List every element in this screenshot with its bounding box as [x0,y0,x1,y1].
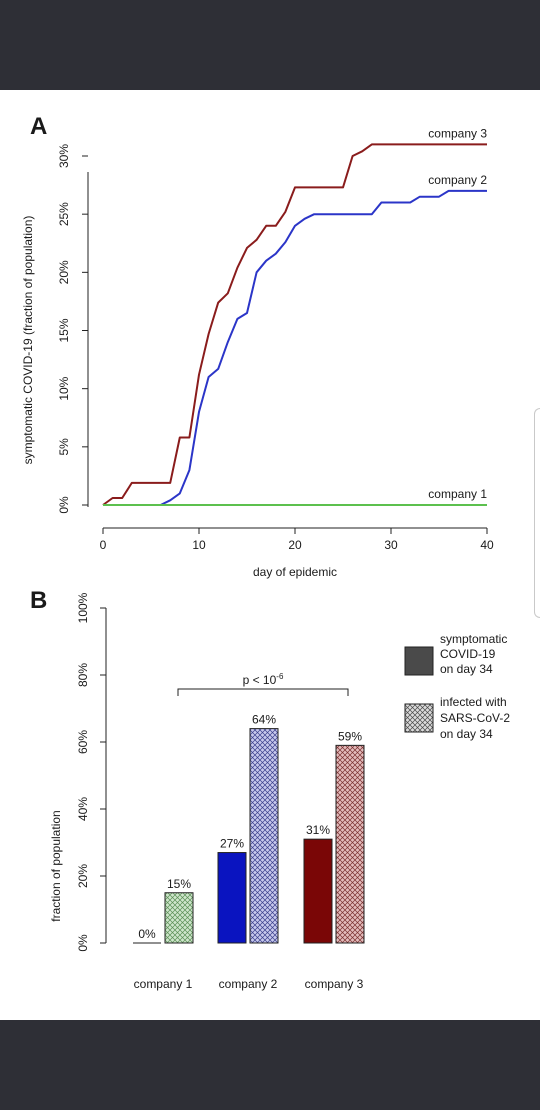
legend-label-symptomatic: symptomatic COVID-19 on day 34 [440,632,511,676]
figure: A symptomatic COVID-19 (fraction of popu… [21,113,513,991]
panel-a-ylabel: symptomatic COVID-19 (fraction of popula… [21,216,35,465]
panel-a-ytick-label: 25% [57,202,71,226]
panel-a-ytick-label: 10% [57,376,71,400]
bar-company-1-infected [164,892,194,944]
panel-b-label: B [30,587,47,614]
bar-label-company-1-infected: 15% [167,877,191,891]
panel-a-ytick-label: 5% [57,438,71,456]
panel-a-xtick-label: 10 [192,538,206,552]
bar-company-3-symptomatic [303,838,333,944]
category-label-company-2: company 2 [219,977,278,991]
panel-a-xtick-label: 20 [288,538,302,552]
panel-a-xtick-label: 40 [480,538,494,552]
series-label-company-3: company 3 [428,126,487,140]
bar-label-company-3-infected: 59% [338,729,362,743]
panel-a-xtick-label: 0 [100,538,107,552]
panel-a-ytick-label: 0% [57,496,71,514]
category-label-company-3: company 3 [305,977,364,991]
significance-bracket [177,688,349,696]
line-company-3 [102,143,487,506]
bar-company-2-symptomatic [217,852,247,944]
panel-b-ytick-label: 20% [76,864,90,888]
panel-a-ytick-label: 20% [57,260,71,284]
panel-a-xlabel: day of epidemic [253,565,337,579]
bar-label-company-3-symptomatic: 31% [306,823,330,837]
panel-a-label: A [30,113,47,140]
p-value-text: p < 10 [243,673,277,687]
panel-b-ytick-label: 100% [76,592,90,623]
panel-a-ytick-label: 30% [57,144,71,168]
panel-a-ytick-label: 15% [57,318,71,342]
bar-label-company-2-symptomatic: 27% [220,837,244,851]
bottom-system-bar [0,1020,540,1110]
p-value-annotation: p < 10-6 [243,672,284,687]
legend-swatch-symptomatic [404,646,434,676]
p-value-exponent: -6 [276,672,284,681]
panel-b-ytick-label: 60% [76,730,90,754]
series-label-company-1: company 1 [428,487,487,501]
line-company-2 [103,189,487,506]
bar-label-company-2-infected: 64% [252,713,276,727]
panel-b-ytick-label: 80% [76,663,90,687]
legend-swatch-infected [404,703,434,733]
series-label-company-2: company 2 [428,173,487,187]
legend: symptomatic COVID-19 on day 34 infected … [404,632,513,741]
bar-label-company-1-symptomatic: 0% [138,927,156,941]
legend-label-infected: infected with SARS-CoV-2 on day 34 [440,695,513,741]
panel-b-ylabel: fraction of population [49,810,63,921]
panel-b-ytick-label: 40% [76,797,90,821]
bar-company-3-infected [335,744,365,944]
panel-b-ytick-label: 0% [76,934,90,952]
top-system-bar [0,0,540,90]
scroll-handle[interactable] [534,408,540,618]
bar-company-2-infected [249,728,279,944]
panel-a-xtick-label: 30 [384,538,398,552]
category-label-company-1: company 1 [134,977,193,991]
